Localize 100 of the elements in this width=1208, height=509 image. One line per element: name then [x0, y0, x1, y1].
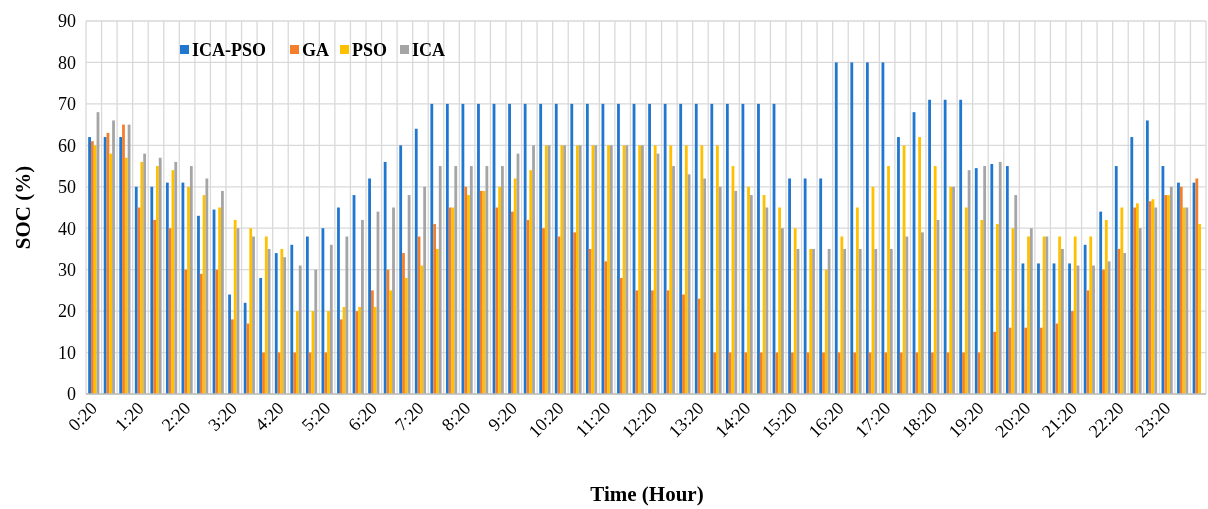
bar: [1104, 219, 1108, 394]
bar: [1058, 236, 1062, 394]
y-tick-label: 80: [58, 52, 76, 73]
bar: [788, 178, 791, 394]
bar: [404, 277, 408, 394]
bar: [1061, 248, 1064, 394]
bar: [399, 145, 403, 394]
bar: [1114, 166, 1118, 394]
bar: [436, 248, 439, 394]
bar: [570, 103, 574, 394]
legend-label: PSO: [352, 40, 388, 61]
bar: [635, 290, 639, 394]
bar: [508, 103, 511, 394]
bar: [850, 62, 854, 394]
bar: [684, 145, 688, 394]
bar: [834, 62, 838, 394]
bar: [765, 207, 769, 394]
bar: [585, 103, 589, 394]
bar: [467, 195, 470, 394]
bar: [433, 224, 436, 394]
bar: [293, 352, 296, 394]
bar: [513, 178, 517, 394]
bar: [1102, 269, 1105, 394]
bar: [392, 207, 395, 394]
x-tick-label: 7:20: [390, 398, 428, 435]
bar: [233, 219, 237, 394]
bar: [679, 103, 683, 394]
bar: [734, 190, 738, 394]
bar: [88, 137, 91, 394]
bar: [252, 236, 255, 394]
bar: [197, 215, 200, 394]
bar: [290, 244, 294, 394]
bar: [905, 236, 909, 394]
bar: [962, 352, 965, 394]
bar: [438, 166, 442, 394]
bar: [1037, 263, 1040, 394]
bar: [1138, 228, 1142, 394]
bar: [134, 186, 138, 394]
bar: [928, 99, 931, 394]
bar: [887, 166, 890, 394]
bar: [174, 161, 178, 394]
bar: [803, 178, 807, 394]
bar: [1179, 186, 1183, 394]
bar: [682, 294, 685, 394]
bar: [710, 103, 714, 394]
bar: [980, 219, 984, 394]
x-tick-label: 8:20: [437, 398, 475, 435]
bar: [368, 178, 371, 394]
bar: [672, 166, 675, 394]
bar: [713, 352, 716, 394]
bar: [1136, 203, 1139, 394]
bar: [964, 207, 968, 394]
bar: [840, 236, 844, 394]
bar: [389, 290, 393, 394]
bar: [532, 145, 535, 394]
bar: [1195, 178, 1199, 394]
y-tick-label: 70: [58, 94, 76, 115]
bar: [897, 137, 900, 394]
bar: [703, 178, 707, 394]
bar: [747, 186, 750, 394]
bar: [1133, 207, 1136, 394]
bar: [993, 331, 996, 394]
bar: [1055, 323, 1059, 394]
bar: [700, 145, 704, 394]
bar: [775, 352, 779, 394]
y-tick-label: 90: [58, 11, 76, 32]
bar: [716, 145, 719, 394]
bar: [899, 352, 903, 394]
bar: [1169, 186, 1173, 394]
bar: [464, 186, 468, 394]
bar: [168, 228, 172, 394]
bar: [1068, 263, 1071, 394]
bar: [274, 253, 278, 394]
bar: [930, 352, 934, 394]
bar: [1008, 327, 1012, 394]
bar: [469, 166, 473, 394]
bar: [542, 228, 545, 394]
bar: [573, 232, 576, 394]
bar: [221, 190, 224, 394]
y-tick-label: 60: [58, 135, 76, 156]
bar: [158, 157, 162, 394]
bar: [228, 294, 231, 394]
bar: [921, 232, 924, 394]
bar: [1029, 228, 1033, 394]
x-tick-label: 6:20: [344, 398, 382, 435]
bar: [759, 352, 763, 394]
bar: [355, 311, 359, 394]
bar: [90, 141, 94, 394]
bar: [150, 186, 154, 394]
bar: [1123, 253, 1127, 394]
bar: [843, 248, 847, 394]
y-tick-label: 50: [58, 177, 76, 198]
x-tick-label: 3:20: [204, 398, 242, 435]
legend-label: ICA: [412, 40, 446, 61]
bar: [259, 277, 263, 394]
bar: [1177, 182, 1180, 394]
bar: [865, 62, 869, 394]
bar: [109, 153, 113, 394]
bar: [143, 153, 147, 394]
legend-label: GA: [302, 40, 329, 61]
